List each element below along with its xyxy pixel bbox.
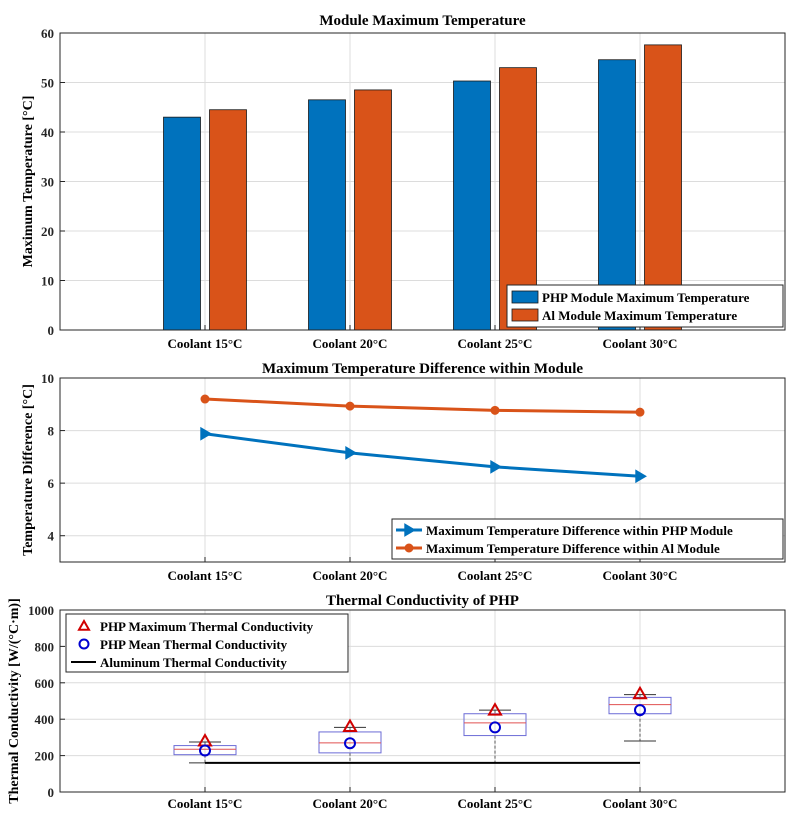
x-tick-label: Coolant 30°C <box>603 796 678 811</box>
x-tick-label: Coolant 15°C <box>168 336 243 351</box>
legend-marker <box>404 523 416 537</box>
legend-label: PHP Module Maximum Temperature <box>542 290 750 305</box>
x-tick-label: Coolant 30°C <box>603 568 678 583</box>
y-tick-label: 10 <box>41 274 54 289</box>
y-tick-label: 1000 <box>28 603 54 618</box>
y-tick-label: 20 <box>41 224 54 239</box>
y-tick-label: 600 <box>35 676 55 691</box>
y-tick-label: 30 <box>41 175 54 190</box>
legend-box <box>506 284 784 328</box>
chart-title: Module Maximum Temperature <box>319 13 526 29</box>
data-point <box>634 704 646 717</box>
legend-marker <box>404 543 414 553</box>
y-tick-label: 400 <box>35 712 55 727</box>
bar <box>163 116 201 331</box>
y-axis-label: Maximum Temperature [°C] <box>21 96 36 268</box>
y-tick-label: 40 <box>41 125 54 140</box>
y-tick-label: 800 <box>35 639 55 654</box>
chart-title: Maximum Temperature Difference within Mo… <box>262 361 583 377</box>
chart-2: 4 6 8 10 Coolant 15°C Coolant 20°C Coolant 25°… <box>21 361 786 583</box>
legend-marker <box>78 638 90 650</box>
series-line <box>204 432 641 478</box>
data-point <box>489 721 501 734</box>
data-point <box>200 394 210 404</box>
axes-box <box>59 377 786 563</box>
x-tick-label: Coolant 30°C <box>603 336 678 351</box>
x-tick-label: Coolant 25°C <box>458 568 533 583</box>
data-point <box>342 718 358 732</box>
legend-label: PHP Mean Thermal Conductivity <box>100 637 288 652</box>
x-tick-label: Coolant 25°C <box>458 336 533 351</box>
data-point <box>199 744 211 757</box>
y-tick-label: 200 <box>35 749 55 764</box>
x-tick-label: Coolant 15°C <box>168 568 243 583</box>
bar <box>644 44 682 331</box>
y-tick-label: 6 <box>48 476 55 491</box>
chart-1: 0 10 20 30 40 50 60 Coolant 15°C Coolant 20°C Coo… <box>21 13 786 351</box>
y-tick-label: 60 <box>41 26 54 41</box>
chart-title: Thermal Conductivity of PHP <box>326 593 519 609</box>
legend-label: Al Module Maximum Temperature <box>542 308 737 323</box>
legend-label: Aluminum Thermal Conductivity <box>100 655 287 670</box>
y-axis-label: Thermal Conductivity [W/(°C·m)] <box>7 598 22 803</box>
legend-box <box>391 518 784 560</box>
data-point <box>345 446 357 460</box>
x-tick-label: Coolant 20°C <box>313 568 388 583</box>
data-point <box>490 405 500 415</box>
y-tick-label: 0 <box>48 323 55 338</box>
x-tick-label: Coolant 25°C <box>458 796 533 811</box>
data-point <box>200 426 212 441</box>
y-tick-label: 4 <box>48 529 55 544</box>
legend-box <box>65 613 349 673</box>
y-tick-label: 0 <box>48 785 55 800</box>
x-tick-label: Coolant 20°C <box>313 336 388 351</box>
chart-3: 0 200 400 600 800 1000 Coolant 15°C Coolant 20°… <box>7 593 786 811</box>
bar <box>453 80 491 331</box>
data-point <box>487 702 503 716</box>
bar <box>354 89 392 331</box>
x-tick-label: Coolant 20°C <box>313 796 388 811</box>
series-line <box>204 397 641 414</box>
y-tick-label: 10 <box>41 371 54 386</box>
data-point <box>490 459 502 474</box>
x-tick-label: Coolant 15°C <box>168 796 243 811</box>
axes-box <box>59 609 786 793</box>
data-point <box>345 401 355 411</box>
legend-swatch <box>511 290 539 304</box>
data-point <box>632 685 648 700</box>
legend-label: PHP Maximum Thermal Conductivity <box>100 619 314 634</box>
y-axis-label: Temperature Difference [°C] <box>21 384 36 556</box>
data-point <box>635 407 645 417</box>
bar <box>308 99 346 331</box>
legend-label: Maximum Temperature Difference within Al… <box>426 541 720 556</box>
y-tick-label: 8 <box>48 424 55 439</box>
data-point <box>635 469 647 484</box>
legend-swatch <box>511 308 539 322</box>
legend-label: Maximum Temperature Difference within PH… <box>426 523 733 538</box>
y-tick-label: 50 <box>41 76 54 91</box>
legend-marker <box>77 618 91 631</box>
data-point <box>344 737 356 750</box>
bar <box>209 109 247 331</box>
